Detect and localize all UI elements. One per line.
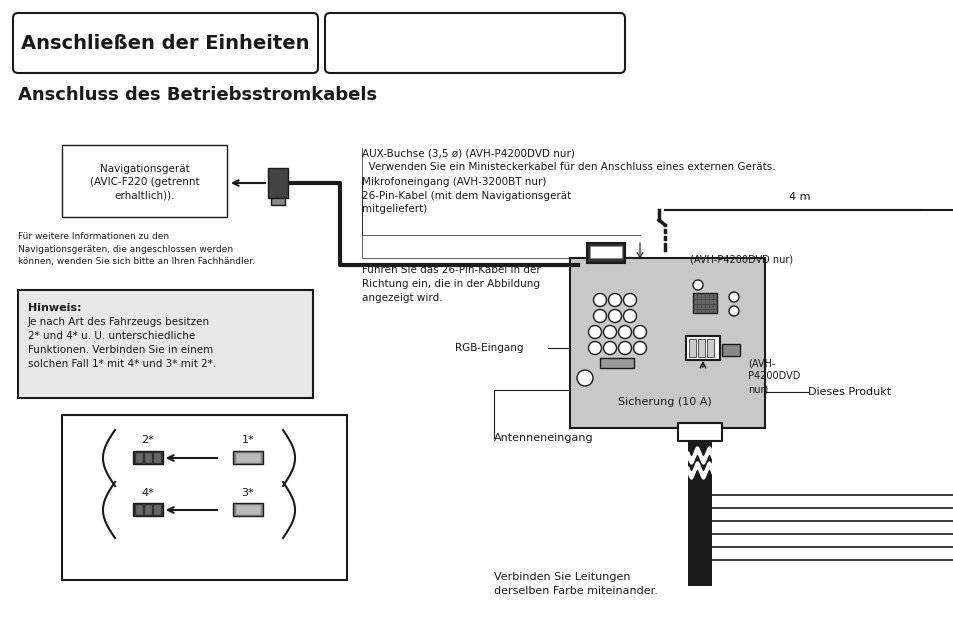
Bar xyxy=(706,339,713,357)
Circle shape xyxy=(588,341,601,355)
Bar xyxy=(153,505,160,515)
Bar xyxy=(721,344,740,356)
Bar xyxy=(599,358,634,368)
Bar xyxy=(685,336,720,360)
Text: Verwenden Sie ein Ministeckerkabel für den Anschluss eines externen Geräts.: Verwenden Sie ein Ministeckerkabel für d… xyxy=(361,162,775,172)
Bar xyxy=(153,454,160,462)
Bar xyxy=(586,243,624,263)
Bar xyxy=(569,258,764,428)
Bar xyxy=(233,503,263,517)
Text: (AVH-P4200DVD nur): (AVH-P4200DVD nur) xyxy=(689,255,792,265)
Bar xyxy=(132,503,163,517)
Circle shape xyxy=(608,294,620,307)
Circle shape xyxy=(603,341,616,355)
Text: 4 m: 4 m xyxy=(788,192,810,202)
Text: Sicherung (10 A): Sicherung (10 A) xyxy=(618,397,711,407)
Text: Verbinden Sie Leitungen
derselben Farbe miteinander.: Verbinden Sie Leitungen derselben Farbe … xyxy=(494,572,658,596)
Circle shape xyxy=(692,280,702,290)
Bar xyxy=(235,505,260,515)
Circle shape xyxy=(588,326,601,338)
Circle shape xyxy=(623,294,636,307)
FancyBboxPatch shape xyxy=(325,13,624,73)
Circle shape xyxy=(633,341,646,355)
Bar xyxy=(145,454,151,462)
Text: Führen Sie das 26-Pin-Kabel in der
Richtung ein, die in der Abbildung
angezeigt : Führen Sie das 26-Pin-Kabel in der Richt… xyxy=(361,265,540,303)
Circle shape xyxy=(728,306,739,316)
Bar xyxy=(62,145,227,217)
Text: AUX-Buchse (3,5 ø) (AVH-P4200DVD nur): AUX-Buchse (3,5 ø) (AVH-P4200DVD nur) xyxy=(361,148,575,158)
Circle shape xyxy=(608,309,620,323)
Text: Dieses Produkt: Dieses Produkt xyxy=(807,387,890,397)
Bar xyxy=(233,452,263,464)
Bar xyxy=(698,339,704,357)
Bar xyxy=(688,339,696,357)
Text: RGB-Eingang: RGB-Eingang xyxy=(455,343,523,353)
Circle shape xyxy=(593,309,606,323)
Bar xyxy=(132,452,163,464)
Bar xyxy=(678,423,721,441)
Bar xyxy=(145,505,151,515)
Bar xyxy=(271,198,285,205)
Bar xyxy=(692,293,717,313)
FancyBboxPatch shape xyxy=(13,13,317,73)
Text: Mikrofoneingang (AVH-3200BT nur): Mikrofoneingang (AVH-3200BT nur) xyxy=(361,177,546,187)
Bar xyxy=(589,246,621,258)
Bar xyxy=(136,454,142,462)
Text: Anschließen der Einheiten: Anschließen der Einheiten xyxy=(21,33,309,52)
Text: 3*: 3* xyxy=(241,488,254,498)
Bar xyxy=(235,454,260,462)
Circle shape xyxy=(618,326,631,338)
Circle shape xyxy=(577,370,593,386)
Circle shape xyxy=(593,294,606,307)
Circle shape xyxy=(603,326,616,338)
Circle shape xyxy=(633,326,646,338)
Text: (AVH-
P4200DVD
nur): (AVH- P4200DVD nur) xyxy=(747,358,800,394)
Circle shape xyxy=(618,341,631,355)
Text: 2*: 2* xyxy=(141,435,154,445)
Text: 26-Pin-Kabel (mit dem Navigationsgerät
mitgeliefert): 26-Pin-Kabel (mit dem Navigationsgerät m… xyxy=(361,191,571,214)
Text: Navigationsgerät
(AVIC-F220 (getrennt
erhaltlich)).: Navigationsgerät (AVIC-F220 (getrennt er… xyxy=(91,164,199,200)
Text: Anschluss des Betriebsstromkabels: Anschluss des Betriebsstromkabels xyxy=(18,86,376,104)
Text: 4*: 4* xyxy=(141,488,154,498)
Bar xyxy=(687,441,711,586)
Text: 1*: 1* xyxy=(241,435,254,445)
Text: Hinweis:: Hinweis: xyxy=(28,303,81,313)
Text: Je nach Art des Fahrzeugs besitzen
2* und 4* u. U. unterschiedliche
Funktionen. : Je nach Art des Fahrzeugs besitzen 2* un… xyxy=(28,317,216,369)
Bar xyxy=(62,415,347,580)
Bar xyxy=(136,505,142,515)
Circle shape xyxy=(728,292,739,302)
Circle shape xyxy=(623,309,636,323)
Bar xyxy=(268,168,288,198)
Text: Für weitere Informationen zu den
Navigationsgeräten, die angeschlossen werden
kö: Für weitere Informationen zu den Navigat… xyxy=(18,232,254,266)
Text: Antenneneingang: Antenneneingang xyxy=(494,433,593,443)
Bar xyxy=(18,290,313,398)
